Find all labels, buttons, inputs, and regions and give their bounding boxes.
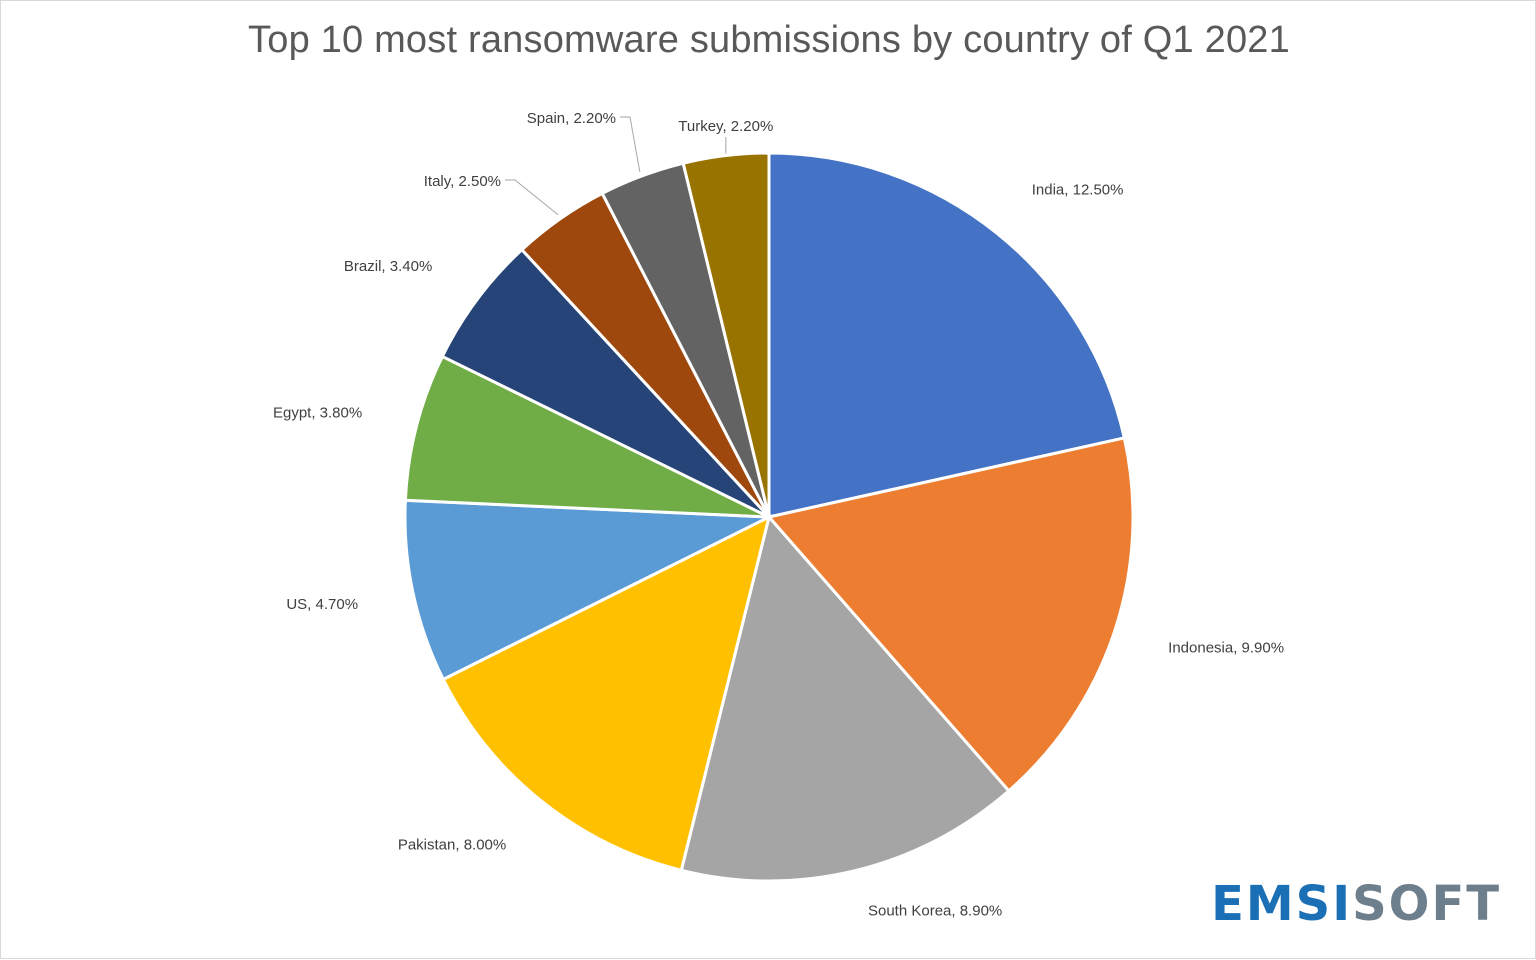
pie-slices <box>403 151 1135 883</box>
data-label-pakistan: Pakistan, 8.00% <box>398 837 506 854</box>
logo-part-soft: SOFT <box>1352 876 1501 932</box>
data-label-brazil: Brazil, 3.40% <box>344 258 432 275</box>
pie-slice-egypt <box>403 354 770 519</box>
pie-slice-us <box>403 498 775 682</box>
data-label-south-korea: South Korea, 8.90% <box>868 903 1002 920</box>
data-label-indonesia: Indonesia, 9.90% <box>1168 640 1284 657</box>
leader-line-spain <box>620 116 641 173</box>
data-label-india: India, 12.50% <box>1032 181 1124 198</box>
pie-slice-india <box>767 151 1127 519</box>
data-label-us: US, 4.70% <box>286 596 358 613</box>
data-label-turkey: Turkey, 2.20% <box>678 118 773 135</box>
data-label-egypt: Egypt, 3.80% <box>273 405 362 422</box>
data-labels: India, 12.50% Indonesia, 9.90% South Korea… <box>273 110 1284 920</box>
emsisoft-logo: EMSISOFT <box>1211 876 1501 932</box>
pie-slice-south-korea <box>679 513 1011 883</box>
leader-lines <box>505 116 727 216</box>
pie-slice-turkey <box>681 151 771 518</box>
data-label-spain: Spain, 2.20% <box>527 110 616 127</box>
data-label-italy: Italy, 2.50% <box>424 173 501 190</box>
pie-slice-brazil <box>440 247 771 519</box>
chart-title: Top 10 most ransomware submissions by co… <box>248 19 1290 61</box>
logo-part-emsi: EMSI <box>1211 876 1353 932</box>
pie-slice-pakistan <box>441 514 772 873</box>
leader-line-italy <box>505 179 559 216</box>
pie-slice-indonesia <box>766 436 1135 793</box>
